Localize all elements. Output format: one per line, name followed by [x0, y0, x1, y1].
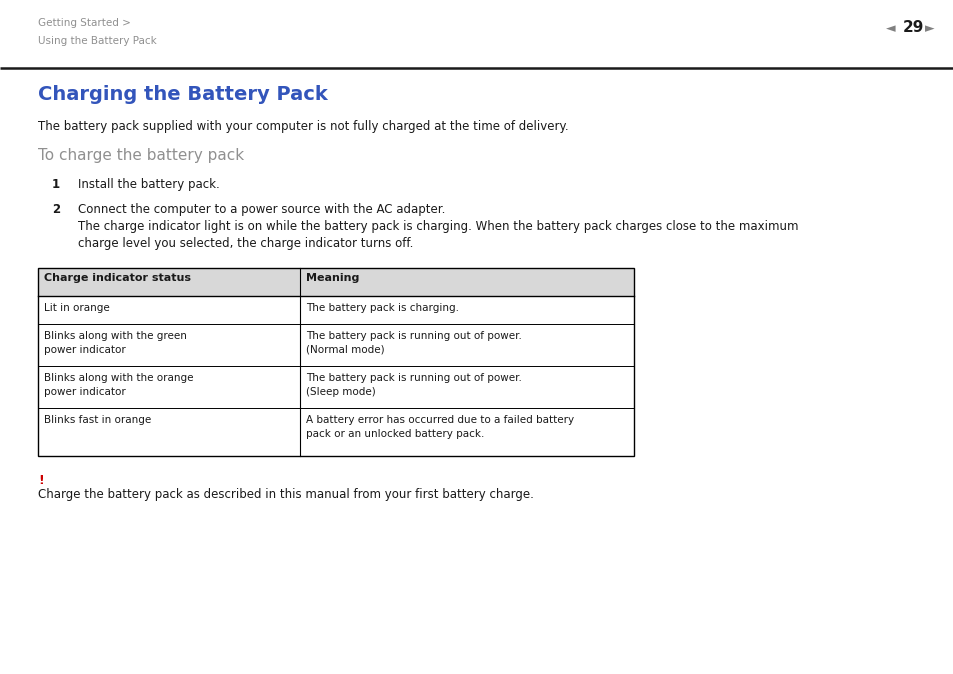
Text: 1: 1 [52, 178, 60, 191]
Text: Using the Battery Pack: Using the Battery Pack [38, 36, 156, 46]
Text: ►: ► [924, 22, 934, 35]
Text: 2: 2 [52, 203, 60, 216]
Bar [38, 268, 634, 456]
Text: ◄: ◄ [885, 22, 895, 35]
Text: To charge the battery pack: To charge the battery pack [38, 148, 244, 163]
Text: Blinks fast in orange: Blinks fast in orange [44, 415, 152, 425]
Text: Blinks along with the orange
power indicator: Blinks along with the orange power indic… [44, 373, 193, 397]
Text: 29: 29 [902, 20, 923, 35]
Text: Install the battery pack.: Install the battery pack. [78, 178, 219, 191]
Text: The battery pack is running out of power.
(Sleep mode): The battery pack is running out of power… [306, 373, 521, 397]
Text: Charging the Battery Pack: Charging the Battery Pack [38, 85, 328, 104]
Text: Meaning: Meaning [306, 273, 359, 283]
Text: The battery pack is charging.: The battery pack is charging. [306, 303, 458, 313]
Text: Connect the computer to a power source with the AC adapter.: Connect the computer to a power source w… [78, 203, 445, 216]
Text: !: ! [38, 474, 44, 487]
Text: charge level you selected, the charge indicator turns off.: charge level you selected, the charge in… [78, 237, 413, 250]
Text: Charge the battery pack as described in this manual from your first battery char: Charge the battery pack as described in … [38, 488, 534, 501]
Bar [38, 268, 634, 296]
Text: The battery pack is running out of power.
(Normal mode): The battery pack is running out of power… [306, 331, 521, 355]
Text: Charge indicator status: Charge indicator status [44, 273, 191, 283]
Text: Getting Started >: Getting Started > [38, 18, 131, 28]
Text: A battery error has occurred due to a failed battery
pack or an unlocked battery: A battery error has occurred due to a fa… [306, 415, 574, 439]
Text: Lit in orange: Lit in orange [44, 303, 110, 313]
Text: The charge indicator light is on while the battery pack is charging. When the ba: The charge indicator light is on while t… [78, 220, 798, 233]
Text: The battery pack supplied with your computer is not fully charged at the time of: The battery pack supplied with your comp… [38, 120, 568, 133]
Text: Blinks along with the green
power indicator: Blinks along with the green power indica… [44, 331, 187, 355]
